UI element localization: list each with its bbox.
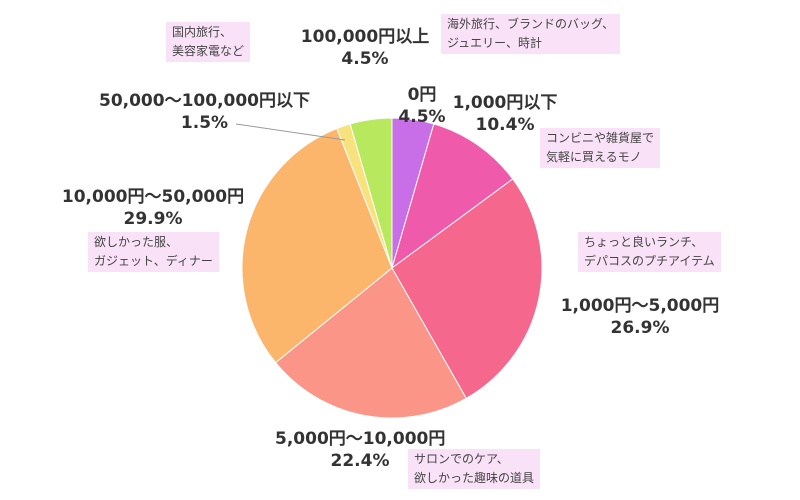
annotation-nice-lunch: ちょっと良いランチ、 デパコスのプチアイテム (578, 232, 721, 272)
slice-label-under-1000: 1,000円以下 10.4% (452, 93, 558, 135)
annotation-clothes-gadgets: 欲しかった服、 ガジェット、ディナー (88, 232, 219, 272)
pie-slice-over-100000 (349, 117, 393, 269)
slice-label-0yen: 0円 4.5% (398, 85, 446, 127)
slice-label-over-100000: 100,000円以上 4.5% (300, 27, 430, 69)
pie-slice-under-1000 (391, 123, 514, 270)
slice-label-1000-5000: 1,000円〜5,000円 26.9% (560, 296, 720, 338)
annotation-convenience-store: コンビニや雑貨屋で 気軽に買えるモノ (540, 128, 661, 168)
annotation-overseas-travel: 海外旅行、ブランドのバッグ、 ジュエリー、時計 (441, 14, 621, 54)
slice-label-5000-10000: 5,000円〜10,000円 22.4% (275, 429, 446, 471)
pie-slice-5000-10000 (274, 267, 467, 419)
leader-line-50000-100000 (235, 123, 346, 141)
annotation-domestic-travel: 国内旅行、 美容家電など (166, 22, 251, 62)
pie-slice-10000-50000 (241, 127, 393, 364)
pie-slice-1000-5000 (391, 178, 543, 400)
slice-label-10000-50000: 10,000円〜50,000円 29.9% (61, 187, 245, 229)
annotation-salon-care: サロンでのケア、 欲しかった趣味の道具 (408, 449, 541, 489)
slice-label-50000-100000: 50,000〜100,000円以下 1.5% (98, 91, 311, 133)
